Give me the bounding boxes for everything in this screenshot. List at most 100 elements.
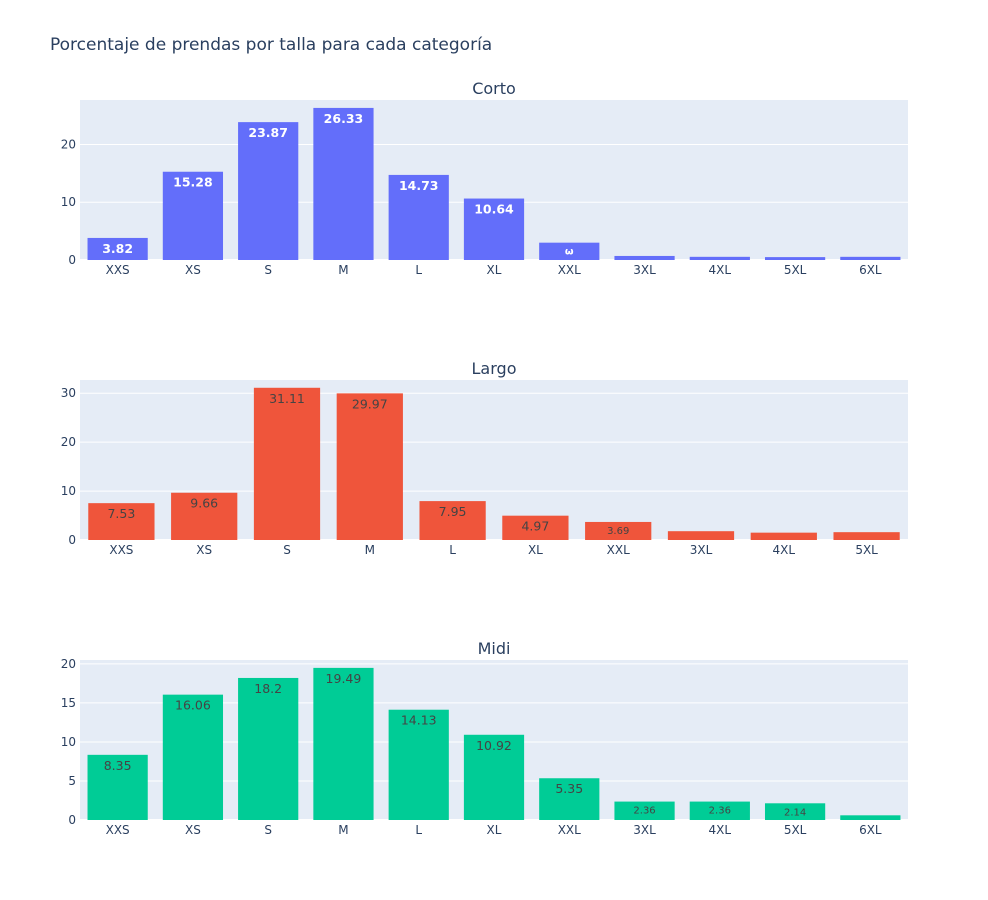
bar-label: 2.36 [633, 806, 655, 817]
bar-label: 3.82 [102, 241, 133, 256]
bar-6XL [840, 815, 901, 820]
y-tick-label: 10 [61, 195, 76, 209]
bar-XXL [585, 521, 652, 540]
bar-M [336, 393, 403, 540]
x-tick-label: M [338, 823, 348, 837]
bar-3XL [614, 801, 675, 820]
x-tick-label: S [264, 823, 272, 837]
bar-label: 2.14 [784, 807, 806, 818]
x-tick-label: XXS [106, 263, 130, 277]
bar-label: 5.35 [555, 781, 583, 796]
x-tick-label: L [449, 543, 456, 557]
bar-label: 16.06 [175, 698, 211, 713]
x-tick-label: L [415, 263, 422, 277]
x-tick-label: 3XL [690, 543, 713, 557]
bar-label: 23.87 [248, 125, 288, 140]
x-tick-label: 5XL [784, 823, 807, 837]
y-tick-label: 0 [68, 813, 76, 827]
bar-S [238, 677, 299, 820]
x-tick-label: 4XL [709, 263, 732, 277]
x-tick-label: M [338, 263, 348, 277]
y-tick-label: 10 [61, 735, 76, 749]
x-tick-label: XS [196, 543, 212, 557]
figure-title: Porcentaje de prendas por talla para cad… [50, 35, 492, 55]
bar-XXL [539, 242, 600, 260]
x-tick-label: M [365, 543, 375, 557]
x-tick-label: XL [487, 823, 502, 837]
bar-label: 31.11 [269, 391, 305, 406]
bar-label: 18.2 [254, 681, 282, 696]
bar-label: 7.95 [439, 504, 467, 519]
bar-label: 9.66 [190, 496, 218, 511]
x-tick-label: XL [528, 543, 543, 557]
x-tick-label: 5XL [784, 263, 807, 277]
x-tick-label: 6XL [859, 263, 882, 277]
bar-label: 7.53 [107, 506, 135, 521]
bar-label: ω [565, 247, 574, 258]
bar-label: 10.92 [476, 738, 512, 753]
subplot-0: 0 10 20 Corto 3.82 XXS 15.28 XS 23.87 S 26.33 M 14.7… [61, 79, 908, 277]
bar-S [238, 122, 299, 260]
bar-M [313, 107, 374, 260]
bar-XXS [87, 754, 148, 820]
bar-3XL [614, 255, 675, 260]
bar-XS [162, 171, 224, 260]
bar-XXL [539, 778, 600, 820]
x-tick-label: 6XL [859, 823, 882, 837]
bar-label: 4.97 [521, 519, 549, 534]
y-tick-label: 30 [61, 386, 76, 400]
x-tick-label: XS [185, 263, 201, 277]
bar-5XL [833, 532, 900, 540]
y-tick-label: 20 [61, 137, 76, 151]
x-tick-label: XXS [109, 543, 133, 557]
x-tick-label: 3XL [633, 823, 656, 837]
bar-label: 3.69 [607, 526, 629, 537]
bar-L [388, 709, 449, 820]
bar-XXS [88, 503, 155, 540]
bar-6XL [840, 256, 901, 260]
bar-label: 26.33 [324, 111, 364, 126]
x-tick-label: S [264, 263, 272, 277]
bar-label: 19.49 [326, 671, 362, 686]
y-tick-label: 20 [61, 435, 76, 449]
subplots: 0 10 20 Corto 3.82 XXS 15.28 XS 23.87 S 26.33 M 14.7… [61, 79, 908, 837]
x-tick-label: XXL [607, 543, 630, 557]
bar-S [253, 387, 321, 540]
bar-label: 14.13 [401, 713, 437, 728]
y-tick-label: 0 [68, 533, 76, 547]
y-tick-label: 10 [61, 484, 76, 498]
x-tick-label: XS [185, 823, 201, 837]
bar-XS [162, 694, 224, 820]
subplot-title: Corto [472, 79, 516, 98]
bar-label: 29.97 [352, 396, 388, 411]
subplot-title: Largo [472, 359, 517, 378]
subplot-2: 0 5 10 15 20 Midi 8.35 XXS 16.06 XS 18.2 S 19.49 M 14.… [61, 639, 908, 837]
bar-4XL [689, 256, 750, 260]
x-tick-label: S [283, 543, 291, 557]
subplot-title: Midi [478, 639, 511, 658]
x-tick-label: XXL [558, 263, 581, 277]
bar-4XL [689, 801, 750, 820]
bar-label: 15.28 [173, 175, 213, 190]
bar-label: 2.36 [709, 806, 731, 817]
x-tick-label: 3XL [633, 263, 656, 277]
x-tick-label: XXL [558, 823, 581, 837]
x-tick-label: XL [487, 263, 502, 277]
bar-L [388, 174, 449, 260]
y-tick-label: 0 [68, 253, 76, 267]
x-tick-label: 4XL [773, 543, 796, 557]
bar-5XL [764, 803, 826, 820]
bar-label: 8.35 [104, 758, 132, 773]
bar-label: 14.73 [399, 178, 439, 193]
bar-M [313, 667, 374, 820]
x-tick-label: XXS [106, 823, 130, 837]
bar-XXS [87, 237, 148, 260]
x-tick-label: L [415, 823, 422, 837]
bar-XL [502, 515, 569, 540]
x-tick-label: 5XL [855, 543, 878, 557]
bar-4XL [750, 532, 817, 540]
bar-3XL [667, 531, 735, 540]
bar-L [419, 501, 486, 540]
bar-XL [463, 734, 525, 820]
